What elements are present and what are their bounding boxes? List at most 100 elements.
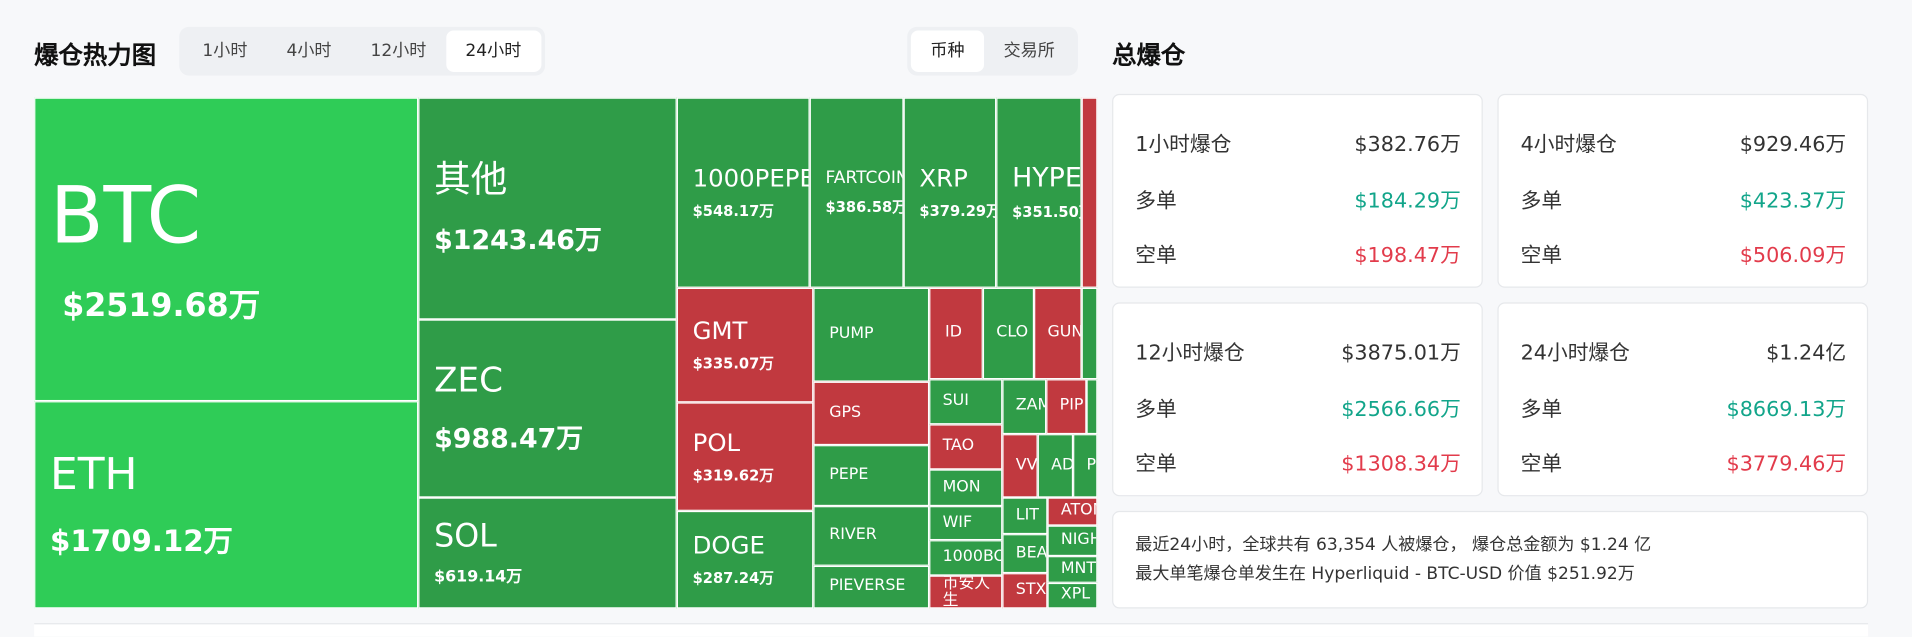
tile-label: PIEVERSE <box>829 576 906 596</box>
heatmap-tile[interactable]: 其他 $1243.46万 <box>418 97 677 320</box>
row-label: 多单 <box>1520 397 1563 422</box>
heatmap-tile[interactable]: 1000PEPE $548.17万 <box>676 97 810 288</box>
row-value: $3875.01万 <box>1341 341 1461 366</box>
card-row: 多单 $2566.66万 <box>1135 391 1461 422</box>
tile-label: RIVER <box>829 525 877 544</box>
tile-label: WIF <box>942 512 973 532</box>
heatmap-tile[interactable]: NIGH <box>1047 525 1098 557</box>
time-tab[interactable]: 12小时 <box>370 41 427 61</box>
tile-label: NIGH <box>1060 530 1096 549</box>
heatmap-tile[interactable]: SUI <box>929 379 1003 425</box>
row-label: 多单 <box>1135 189 1177 214</box>
tile-value: $1243.46万 <box>434 225 602 257</box>
row-value: $1308.34万 <box>1341 452 1461 477</box>
heatmap-tile[interactable]: PI <box>1073 434 1098 498</box>
heatmap-tile[interactable]: FARTCOIN $386.58万 <box>809 97 904 288</box>
tile-label: PEPE <box>829 465 869 484</box>
tile-label: BTC <box>49 172 202 263</box>
heatmap-tile[interactable]: POL $319.62万 <box>676 402 814 511</box>
time-tab[interactable]: 24小时 <box>445 30 541 72</box>
heatmap-tile[interactable]: ID <box>929 287 983 380</box>
tile-label: AD <box>1051 455 1074 474</box>
tile-value: $2519.68万 <box>62 287 261 325</box>
time-tabs: 1小时 4小时 12小时 24小时 <box>179 26 545 76</box>
tile-label: SOL <box>434 518 497 555</box>
card-row: 12小时爆仓 $3875.01万 <box>1135 335 1461 365</box>
tile-value: $379.29万 <box>919 202 997 220</box>
note-line: 最近24小时，全球共有 63,354 人被爆仓， 爆仓总金额为 $1.24 亿 <box>1135 535 1652 555</box>
tile-label: ID <box>945 323 962 342</box>
tile-label: 其他 <box>434 158 508 201</box>
heatmap-tile[interactable]: PEPE <box>813 445 930 507</box>
view-tab[interactable]: 币种 <box>910 30 985 72</box>
row-label: 多单 <box>1135 397 1177 422</box>
time-tab[interactable]: 1小时 <box>202 41 248 61</box>
heatmap-tile[interactable]: PIEVERSE <box>813 565 930 609</box>
heatmap-tile[interactable]: ATOM <box>1047 497 1098 526</box>
summary-card: 1小时爆仓 $382.76万 多单 $184.29万 空单 $198.47万 <box>1112 93 1483 288</box>
tile-label: MNT <box>1060 559 1097 578</box>
view-tabs: 币种 交易所 <box>907 26 1078 76</box>
heatmap-tile[interactable]: MNT <box>1047 556 1098 583</box>
heatmap-tile[interactable]: GMT $335.07万 <box>676 287 814 403</box>
card-row: 空单 $506.09万 <box>1521 238 1847 268</box>
row-label: 空单 <box>1520 243 1563 269</box>
heatmap-tile[interactable]: AD <box>1037 434 1074 498</box>
heatmap-tile[interactable]: WIF <box>929 506 1003 541</box>
heatmap-tile[interactable]: GPS <box>813 381 930 446</box>
tile-label: GMT <box>692 315 748 346</box>
tile-label: PUMP <box>829 324 874 343</box>
heatmap-tile[interactable]: HYPE $351.50万 <box>996 97 1082 288</box>
tile-label: 1000PEPE <box>692 163 810 193</box>
row-value: $8669.13万 <box>1726 397 1847 422</box>
view-tab[interactable]: 交易所 <box>1003 41 1055 61</box>
row-value: $382.76万 <box>1354 132 1461 158</box>
row-value: $929.46万 <box>1739 132 1847 158</box>
tile-label: ATOM <box>1060 501 1096 520</box>
heatmap-tile[interactable]: 1000BO <box>929 540 1003 576</box>
heatmap-tile[interactable]: ZAM <box>1002 379 1047 435</box>
row-label: 24小时爆仓 <box>1520 341 1630 366</box>
heatmap-tile <box>1081 287 1098 380</box>
tile-label: PI <box>1086 455 1097 474</box>
heatmap-tile[interactable]: MON <box>929 469 1003 507</box>
tile-label: BEAT <box>1015 543 1047 562</box>
tile-label: STX <box>1015 580 1047 599</box>
heatmap-tile[interactable]: VV <box>1002 434 1038 498</box>
heatmap-tile[interactable]: XRP $379.29万 <box>903 97 997 288</box>
heatmap-tile[interactable]: XPL <box>1047 582 1098 609</box>
tile-label: CLO <box>996 323 1029 342</box>
heatmap-tile[interactable]: BEAT <box>1002 534 1048 574</box>
heatmap-tile[interactable]: 币安人生 <box>929 575 1003 609</box>
tile-label: POL <box>692 427 741 457</box>
heatmap-tile <box>1086 379 1098 435</box>
tile-label: 币安人生 <box>942 575 991 609</box>
heatmap-tile[interactable]: GUN <box>1034 287 1082 380</box>
tile-label: HYPE <box>1012 163 1082 194</box>
heatmap-tile[interactable]: RIVER <box>813 506 930 566</box>
row-label: 4小时爆仓 <box>1520 132 1617 158</box>
card-row: 1小时爆仓 $382.76万 <box>1135 127 1461 157</box>
heatmap-tile[interactable]: PUMP <box>813 287 930 382</box>
heatmap-tile[interactable]: ETH $1709.12万 <box>34 401 419 609</box>
time-tab[interactable]: 4小时 <box>286 41 332 61</box>
card-row: 4小时爆仓 $929.46万 <box>1521 127 1847 157</box>
heatmap-tile[interactable]: DOGE $287.24万 <box>676 510 814 609</box>
heatmap-tile[interactable]: PIP <box>1046 379 1087 435</box>
tile-label: LIT <box>1015 505 1039 524</box>
heatmap-tile[interactable]: BTC $2519.68万 <box>34 97 419 402</box>
card-row: 多单 $8669.13万 <box>1520 391 1847 422</box>
summary-card: 4小时爆仓 $929.46万 多单 $423.37万 空单 $506.09万 <box>1497 93 1869 288</box>
heatmap-tile[interactable]: ZEC $988.47万 <box>418 319 677 498</box>
row-value: $198.47万 <box>1354 243 1461 269</box>
heatmap-tile[interactable]: CLO <box>982 287 1035 380</box>
heatmap-tile[interactable]: TAO <box>929 424 1003 470</box>
tile-label: ZAM <box>1015 396 1045 415</box>
row-label: 1小时爆仓 <box>1135 132 1232 158</box>
heatmap-tile[interactable]: STX <box>1002 573 1048 609</box>
heatmap-tile[interactable]: LIT <box>1002 497 1048 535</box>
summary-card: 12小时爆仓 $3875.01万 多单 $2566.66万 空单 $1308.34万 <box>1112 302 1483 497</box>
tile-value: $619.14万 <box>434 568 523 587</box>
tile-label: PIP <box>1059 396 1084 415</box>
heatmap-tile[interactable]: SOL $619.14万 <box>418 497 677 609</box>
